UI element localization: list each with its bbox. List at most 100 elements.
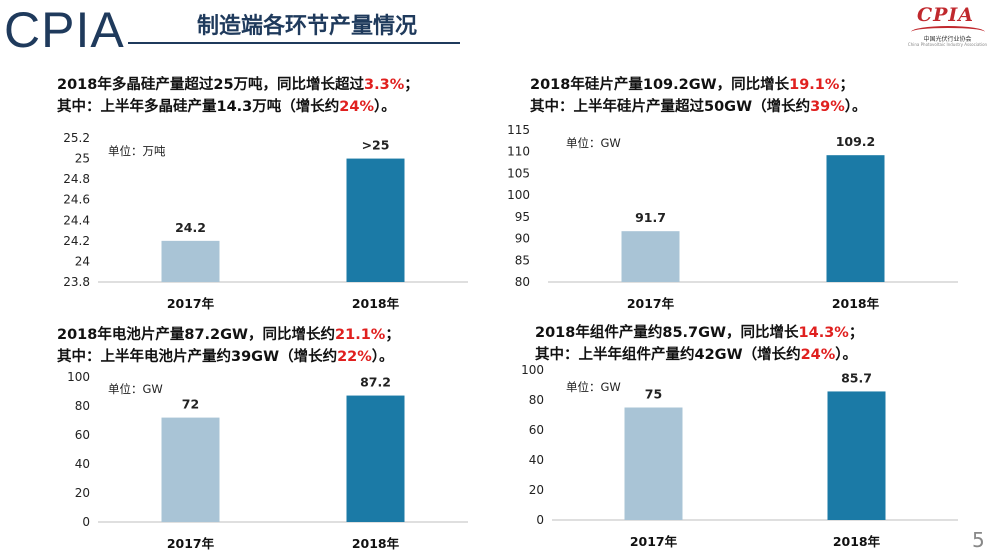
heading-text: ； [385, 327, 400, 343]
data-label: 24.2 [175, 220, 206, 235]
unit-label: 单位：万吨 [108, 144, 166, 158]
heading-line-2: 其中：上半年电池片产量约39GW（增长约22%）。 [57, 346, 400, 368]
heading-text: ）。 [371, 349, 394, 365]
heading-text: 其中：上半年多晶硅产量14.3万吨（增长约 [57, 99, 340, 115]
y-tick-label: 110 [507, 145, 530, 159]
data-label: 109.2 [836, 134, 876, 149]
y-tick-label: 100 [521, 363, 544, 377]
panel-wafer-heading: 2018年硅片产量109.2GW，同比增长19.1%； 其中：上半年硅片产量超过… [530, 74, 867, 118]
heading-line-2: 其中：上半年硅片产量超过50GW（增长约39%）。 [530, 96, 867, 118]
data-label: 75 [645, 387, 662, 402]
heading-line-1: 2018年组件产量约85.7GW，同比增长14.3%； [535, 322, 863, 344]
x-tick-label: 2018年 [833, 534, 881, 549]
x-tick-label: 2017年 [167, 536, 215, 551]
heading-text: 2018年组件产量约85.7GW，同比增长 [535, 325, 799, 341]
y-tick-label: 25.2 [63, 131, 90, 145]
y-tick-label: 24.6 [63, 193, 90, 207]
page-title: 制造端各环节产量情况 [197, 14, 418, 39]
bar-2017 [621, 231, 680, 282]
org-logo-mark: CPIA [917, 4, 975, 26]
page-number: 5 [972, 528, 985, 552]
y-tick-label: 40 [75, 457, 90, 471]
heading-text: 其中：上半年硅片产量超过50GW（增长约 [530, 99, 811, 115]
heading-line-1: 2018年电池片产量87.2GW，同比增长约21.1%； [57, 324, 400, 346]
y-tick-label: 100 [507, 188, 530, 202]
y-tick-label: 25 [75, 152, 90, 166]
chart-polysilicon: 23.8 24 24.2 24.4 24.6 24.8 25 25.2 单位：万吨 24.2 201… [0, 0, 468, 311]
heading-text: ； [848, 325, 864, 341]
heading-text: ）。 [844, 99, 867, 115]
panel-module-heading: 2018年组件产量约85.7GW，同比增长14.3%； 其中：上半年组件产量约4… [535, 322, 863, 366]
bar-2017 [161, 417, 220, 522]
y-tick-label: 24.4 [63, 213, 90, 227]
x-tick-label: 2017年 [630, 534, 678, 549]
bar-2018 [346, 158, 405, 282]
unit-label: 单位：GW [566, 136, 621, 150]
y-tick-label: 20 [529, 483, 544, 497]
bar-2018 [346, 395, 405, 522]
y-tick-label: 80 [515, 275, 530, 289]
y-tick-label: 24.2 [63, 234, 90, 248]
y-tick-label: 24.8 [63, 172, 90, 186]
bar-2018 [827, 391, 886, 520]
highlight-value: 24% [800, 347, 836, 363]
title-underline [128, 42, 460, 44]
heading-text: ）。 [835, 347, 858, 363]
cpia-logo: CPIA [4, 2, 125, 58]
y-tick-label: 80 [75, 399, 90, 413]
y-tick-label: 60 [75, 428, 90, 442]
y-tick-label: 60 [529, 423, 544, 437]
y-tick-label: 100 [67, 370, 90, 384]
y-tick-label: 115 [507, 123, 530, 137]
panel-cell-heading: 2018年电池片产量87.2GW，同比增长约21.1%； 其中：上半年电池片产量… [57, 324, 400, 368]
x-tick-label: 2018年 [352, 536, 400, 551]
heading-text: ； [404, 77, 419, 93]
highlight-value: 3.3% [364, 77, 405, 93]
y-tick-label: 80 [529, 393, 544, 407]
heading-text: 其中：上半年电池片产量约39GW（增长约 [57, 349, 338, 365]
heading-line-1: 2018年多晶硅产量超过25万吨，同比增长超过3.3%； [57, 74, 419, 96]
bar-2018 [826, 155, 885, 282]
data-label: 91.7 [635, 210, 666, 225]
org-logo: CPIA 中国光伏行业协会 China Photovoltaic Industr… [905, 4, 990, 52]
x-tick-label: 2018年 [352, 296, 400, 311]
y-tick-label: 95 [515, 210, 530, 224]
unit-label: 单位：GW [108, 382, 163, 396]
heading-text: 2018年多晶硅产量超过25万吨，同比增长超过 [57, 77, 365, 93]
x-tick-label: 2017年 [167, 296, 215, 311]
highlight-value: 21.1% [335, 327, 386, 343]
y-tick-label: 24 [75, 254, 90, 268]
bar-2017 [161, 240, 220, 282]
org-logo-cn: 中国光伏行业协会 [923, 36, 972, 43]
data-label: 85.7 [841, 370, 872, 385]
highlight-value: 22% [337, 349, 372, 365]
org-logo-arc [911, 26, 985, 38]
x-tick-label: 2017年 [627, 296, 675, 311]
heading-text: 2018年电池片产量87.2GW，同比增长约 [57, 327, 336, 343]
heading-text: ； [839, 77, 854, 93]
heading-text: 2018年硅片产量109.2GW，同比增长 [530, 77, 790, 93]
org-logo-en: China Photovoltaic Industry Association [907, 42, 988, 47]
data-label: >25 [362, 138, 390, 153]
x-tick-label: 2018年 [832, 296, 880, 311]
y-tick-label: 40 [529, 453, 544, 467]
chart-wafer: 80 85 90 95 100 105 110 115 单位：GW 91.7 2017年 109.2 2… [0, 0, 958, 311]
y-tick-label: 0 [82, 515, 90, 529]
y-tick-label: 20 [75, 486, 90, 500]
heading-text: ）。 [374, 99, 396, 115]
chart-cell: 0 20 40 60 80 100 单位：GW 72 2017年 87.2 2018年 [0, 0, 468, 551]
highlight-value: 24% [339, 99, 374, 115]
unit-label: 单位：GW [566, 380, 621, 394]
data-label: 72 [182, 397, 199, 412]
heading-text: 其中：上半年组件产量约42GW（增长约 [535, 347, 801, 363]
heading-line-2: 其中：上半年多晶硅产量14.3万吨（增长约24%）。 [57, 96, 419, 118]
y-tick-label: 23.8 [63, 275, 90, 289]
data-label: 87.2 [360, 375, 391, 390]
highlight-value: 19.1% [789, 77, 840, 93]
y-tick-label: 105 [507, 166, 530, 180]
chart-module: 0 20 40 60 80 100 单位：GW 75 2017年 85.7 2018年 [0, 0, 958, 549]
highlight-value: 14.3% [798, 325, 849, 341]
heading-line-2: 其中：上半年组件产量约42GW（增长约24%）。 [535, 344, 863, 366]
bar-2017 [624, 407, 683, 520]
highlight-value: 39% [810, 99, 845, 115]
